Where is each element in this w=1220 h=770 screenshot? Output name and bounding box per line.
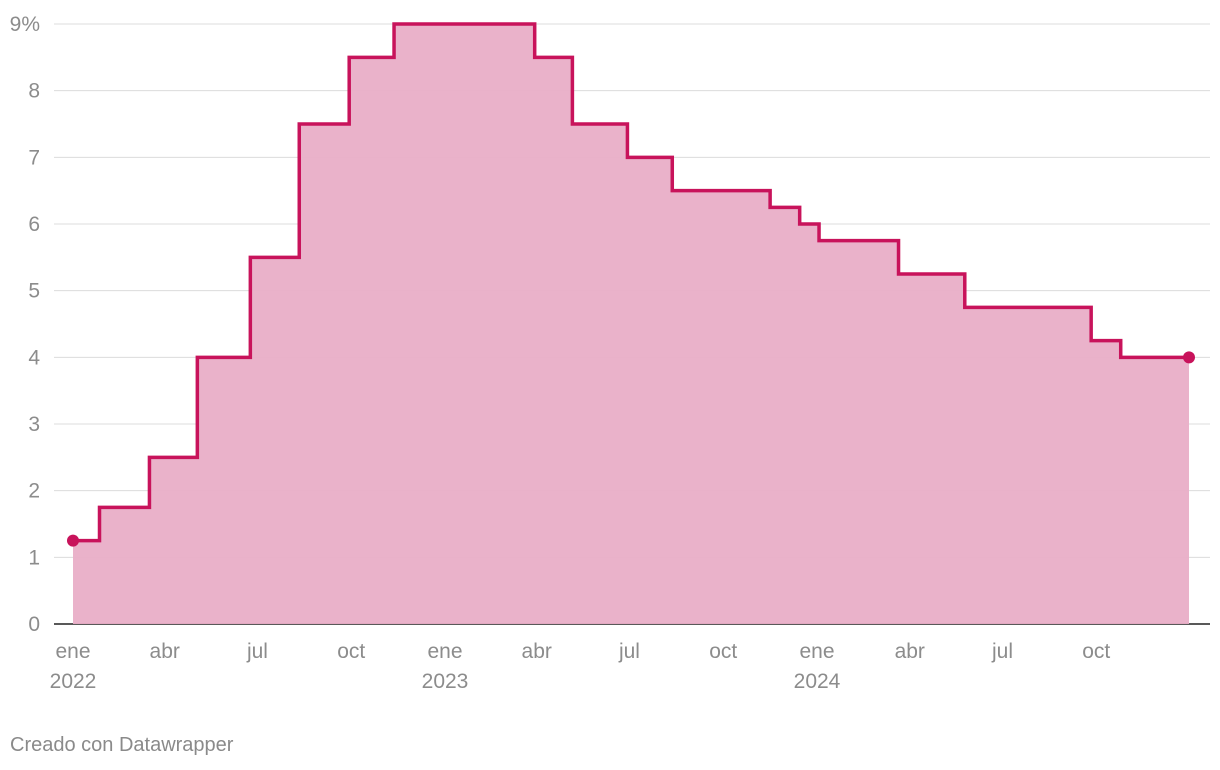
x-tick-label: abr <box>150 640 180 663</box>
y-tick-label: 3 <box>28 413 40 436</box>
x-tick-label: abr <box>895 640 925 663</box>
y-tick-label: 7 <box>28 146 40 169</box>
y-tick-label: 6 <box>28 213 40 236</box>
x-tick-label: oct <box>337 640 365 663</box>
x-tick-label: oct <box>1082 640 1110 663</box>
series-line-layer <box>73 22 1189 543</box>
series-line <box>73 22 1189 543</box>
credit-note: Creado con Datawrapper <box>10 734 234 756</box>
end-point-marker <box>1183 351 1195 364</box>
x-tick-label: jul <box>246 640 268 663</box>
y-tick-label: 0 <box>28 613 40 636</box>
x-tick-label: jul <box>991 640 1013 663</box>
area-fill <box>73 24 1189 624</box>
x-tick-label: oct <box>709 640 737 663</box>
y-tick-label: 8 <box>28 80 40 103</box>
y-tick-label: 9% <box>10 13 40 36</box>
x-tick-label: ene <box>799 640 834 663</box>
x-tick-year-label: 2022 <box>50 670 97 693</box>
y-tick-label: 1 <box>28 546 40 569</box>
endpoint-markers <box>67 351 1195 547</box>
y-tick-label: 2 <box>28 480 40 503</box>
x-tick-label: abr <box>522 640 552 663</box>
x-tick-year-label: 2024 <box>794 670 841 693</box>
x-axis-tick-labels: ene 2022 abr jul oct ene 2023 abr jul oct ene 2024 a… <box>50 640 1111 693</box>
chart: 0 1 2 3 4 5 6 7 8 9% ene 2022 abr jul oct ene 2023 abr ju… <box>10 13 1210 693</box>
y-tick-label: 5 <box>28 280 40 303</box>
start-point-marker <box>67 534 79 547</box>
x-tick-label: jul <box>618 640 640 663</box>
x-tick-label: ene <box>427 640 462 663</box>
area-fill-layer <box>73 24 1189 624</box>
y-tick-label: 4 <box>28 346 40 369</box>
x-tick-label: ene <box>55 640 90 663</box>
x-tick-year-label: 2023 <box>422 670 469 693</box>
y-axis-tick-labels: 0 1 2 3 4 5 6 7 8 9% <box>10 13 41 636</box>
